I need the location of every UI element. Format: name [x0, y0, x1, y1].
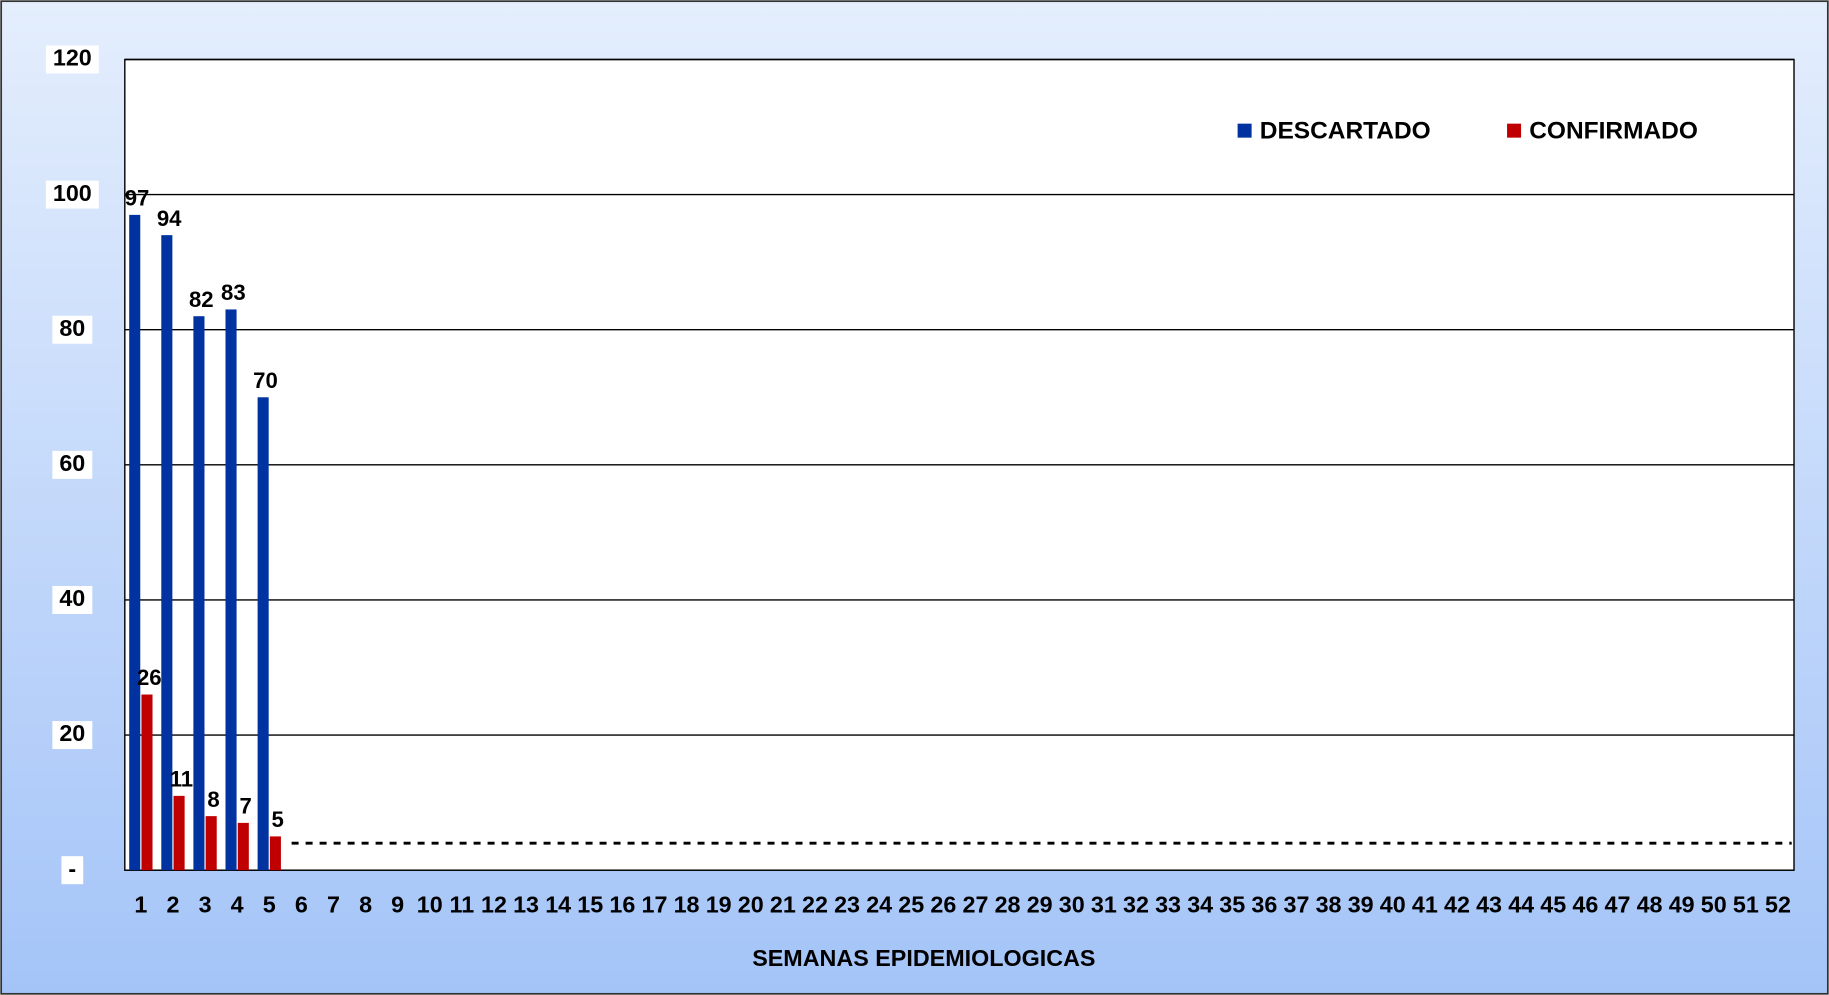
x-tick-label: 11: [450, 891, 475, 917]
x-tick-label: 19: [706, 891, 732, 917]
x-tick-label: 47: [1604, 891, 1630, 917]
x-tick-label: 8: [359, 891, 372, 917]
x-tick-label: 14: [545, 891, 571, 917]
x-tick-label: 15: [577, 891, 603, 917]
legend-swatch: [1507, 123, 1522, 138]
data-label: 5: [272, 807, 284, 832]
x-tick-label: 18: [674, 891, 700, 917]
bar: [205, 816, 217, 871]
x-tick-label: 38: [1316, 891, 1342, 917]
y-tick-label-box: [52, 450, 93, 479]
x-tick-label: 13: [513, 891, 539, 917]
x-tick-label: 9: [391, 891, 404, 917]
x-tick-label: 44: [1508, 891, 1534, 917]
bar: [257, 397, 269, 871]
x-tick-label: 1: [134, 891, 147, 917]
y-tick-label: -: [68, 855, 76, 881]
x-tick-label: 51: [1733, 891, 1759, 917]
data-label: 82: [189, 287, 214, 312]
x-tick-label: 17: [641, 891, 667, 917]
legend-swatch: [1237, 123, 1252, 138]
x-tick-label: 22: [802, 891, 828, 917]
x-tick-label: 48: [1637, 891, 1663, 917]
y-tick-label: 80: [59, 315, 85, 341]
x-tick-label: 6: [295, 891, 308, 917]
data-label: 94: [157, 206, 182, 231]
x-tick-label: 34: [1187, 891, 1213, 917]
x-tick-label: 12: [481, 891, 507, 917]
x-tick-label: 43: [1476, 891, 1502, 917]
data-label: 70: [253, 368, 278, 393]
x-tick-label: 20: [738, 891, 764, 917]
data-label: 26: [137, 665, 162, 690]
y-tick-label-box: [61, 856, 84, 885]
x-tick-label: 41: [1412, 891, 1438, 917]
x-tick-label: 21: [770, 891, 796, 917]
x-tick-label: 32: [1123, 891, 1149, 917]
x-tick-label: 5: [263, 891, 276, 917]
y-tick-label: 120: [53, 45, 92, 71]
data-label: 97: [125, 186, 150, 211]
data-label: 7: [239, 794, 251, 819]
x-tick-label: 37: [1283, 891, 1309, 917]
bar: [237, 822, 249, 871]
y-tick-label-box: [45, 180, 99, 209]
x-tick-label: 49: [1669, 891, 1695, 917]
x-axis-label: SEMANAS EPIDEMIOLOGICAS: [752, 945, 1095, 971]
bar: [161, 235, 173, 871]
x-tick-label: 29: [1027, 891, 1053, 917]
y-tick-label: 60: [59, 450, 85, 476]
data-label: 11: [170, 767, 193, 792]
x-tick-label: 2: [166, 891, 179, 917]
y-tick-label-box: [45, 45, 99, 74]
x-tick-label: 40: [1380, 891, 1406, 917]
y-tick-label-box: [52, 315, 93, 344]
x-tick-label: 26: [930, 891, 956, 917]
bar: [141, 694, 153, 871]
y-tick-label: 20: [59, 720, 85, 746]
x-tick-label: 31: [1091, 891, 1117, 917]
bar: [225, 309, 237, 871]
x-tick-label: 35: [1219, 891, 1245, 917]
x-tick-label: 25: [898, 891, 924, 917]
y-tick-label: 100: [53, 180, 92, 206]
x-tick-label: 16: [609, 891, 635, 917]
y-tick-label-box: [52, 721, 93, 750]
x-tick-label: 45: [1540, 891, 1566, 917]
x-tick-label: 4: [231, 891, 244, 917]
x-tick-label: 36: [1251, 891, 1277, 917]
x-tick-label: 33: [1155, 891, 1181, 917]
bar: [193, 316, 205, 871]
x-tick-label: 28: [995, 891, 1021, 917]
legend-label: DESCARTADO: [1260, 117, 1431, 144]
x-tick-label: 10: [417, 891, 443, 917]
x-tick-label: 52: [1765, 891, 1791, 917]
x-tick-label: 3: [199, 891, 212, 917]
x-tick-label: 42: [1444, 891, 1470, 917]
x-tick-label: 46: [1572, 891, 1598, 917]
y-tick-label-box: [52, 585, 93, 614]
x-tick-label: 7: [327, 891, 340, 917]
data-label: 8: [207, 787, 219, 812]
x-tick-label: 27: [962, 891, 988, 917]
x-tick-label: 24: [866, 891, 892, 917]
x-tick-label: 30: [1059, 891, 1085, 917]
y-tick-label: 40: [59, 585, 85, 611]
data-label: 83: [221, 280, 246, 305]
bar: [269, 836, 281, 871]
bar: [129, 214, 141, 871]
x-tick-label: 23: [834, 891, 860, 917]
x-tick-label: 50: [1701, 891, 1727, 917]
bar: [173, 795, 185, 871]
x-tick-label: 39: [1348, 891, 1374, 917]
legend-label: CONFIRMADO: [1529, 117, 1698, 144]
